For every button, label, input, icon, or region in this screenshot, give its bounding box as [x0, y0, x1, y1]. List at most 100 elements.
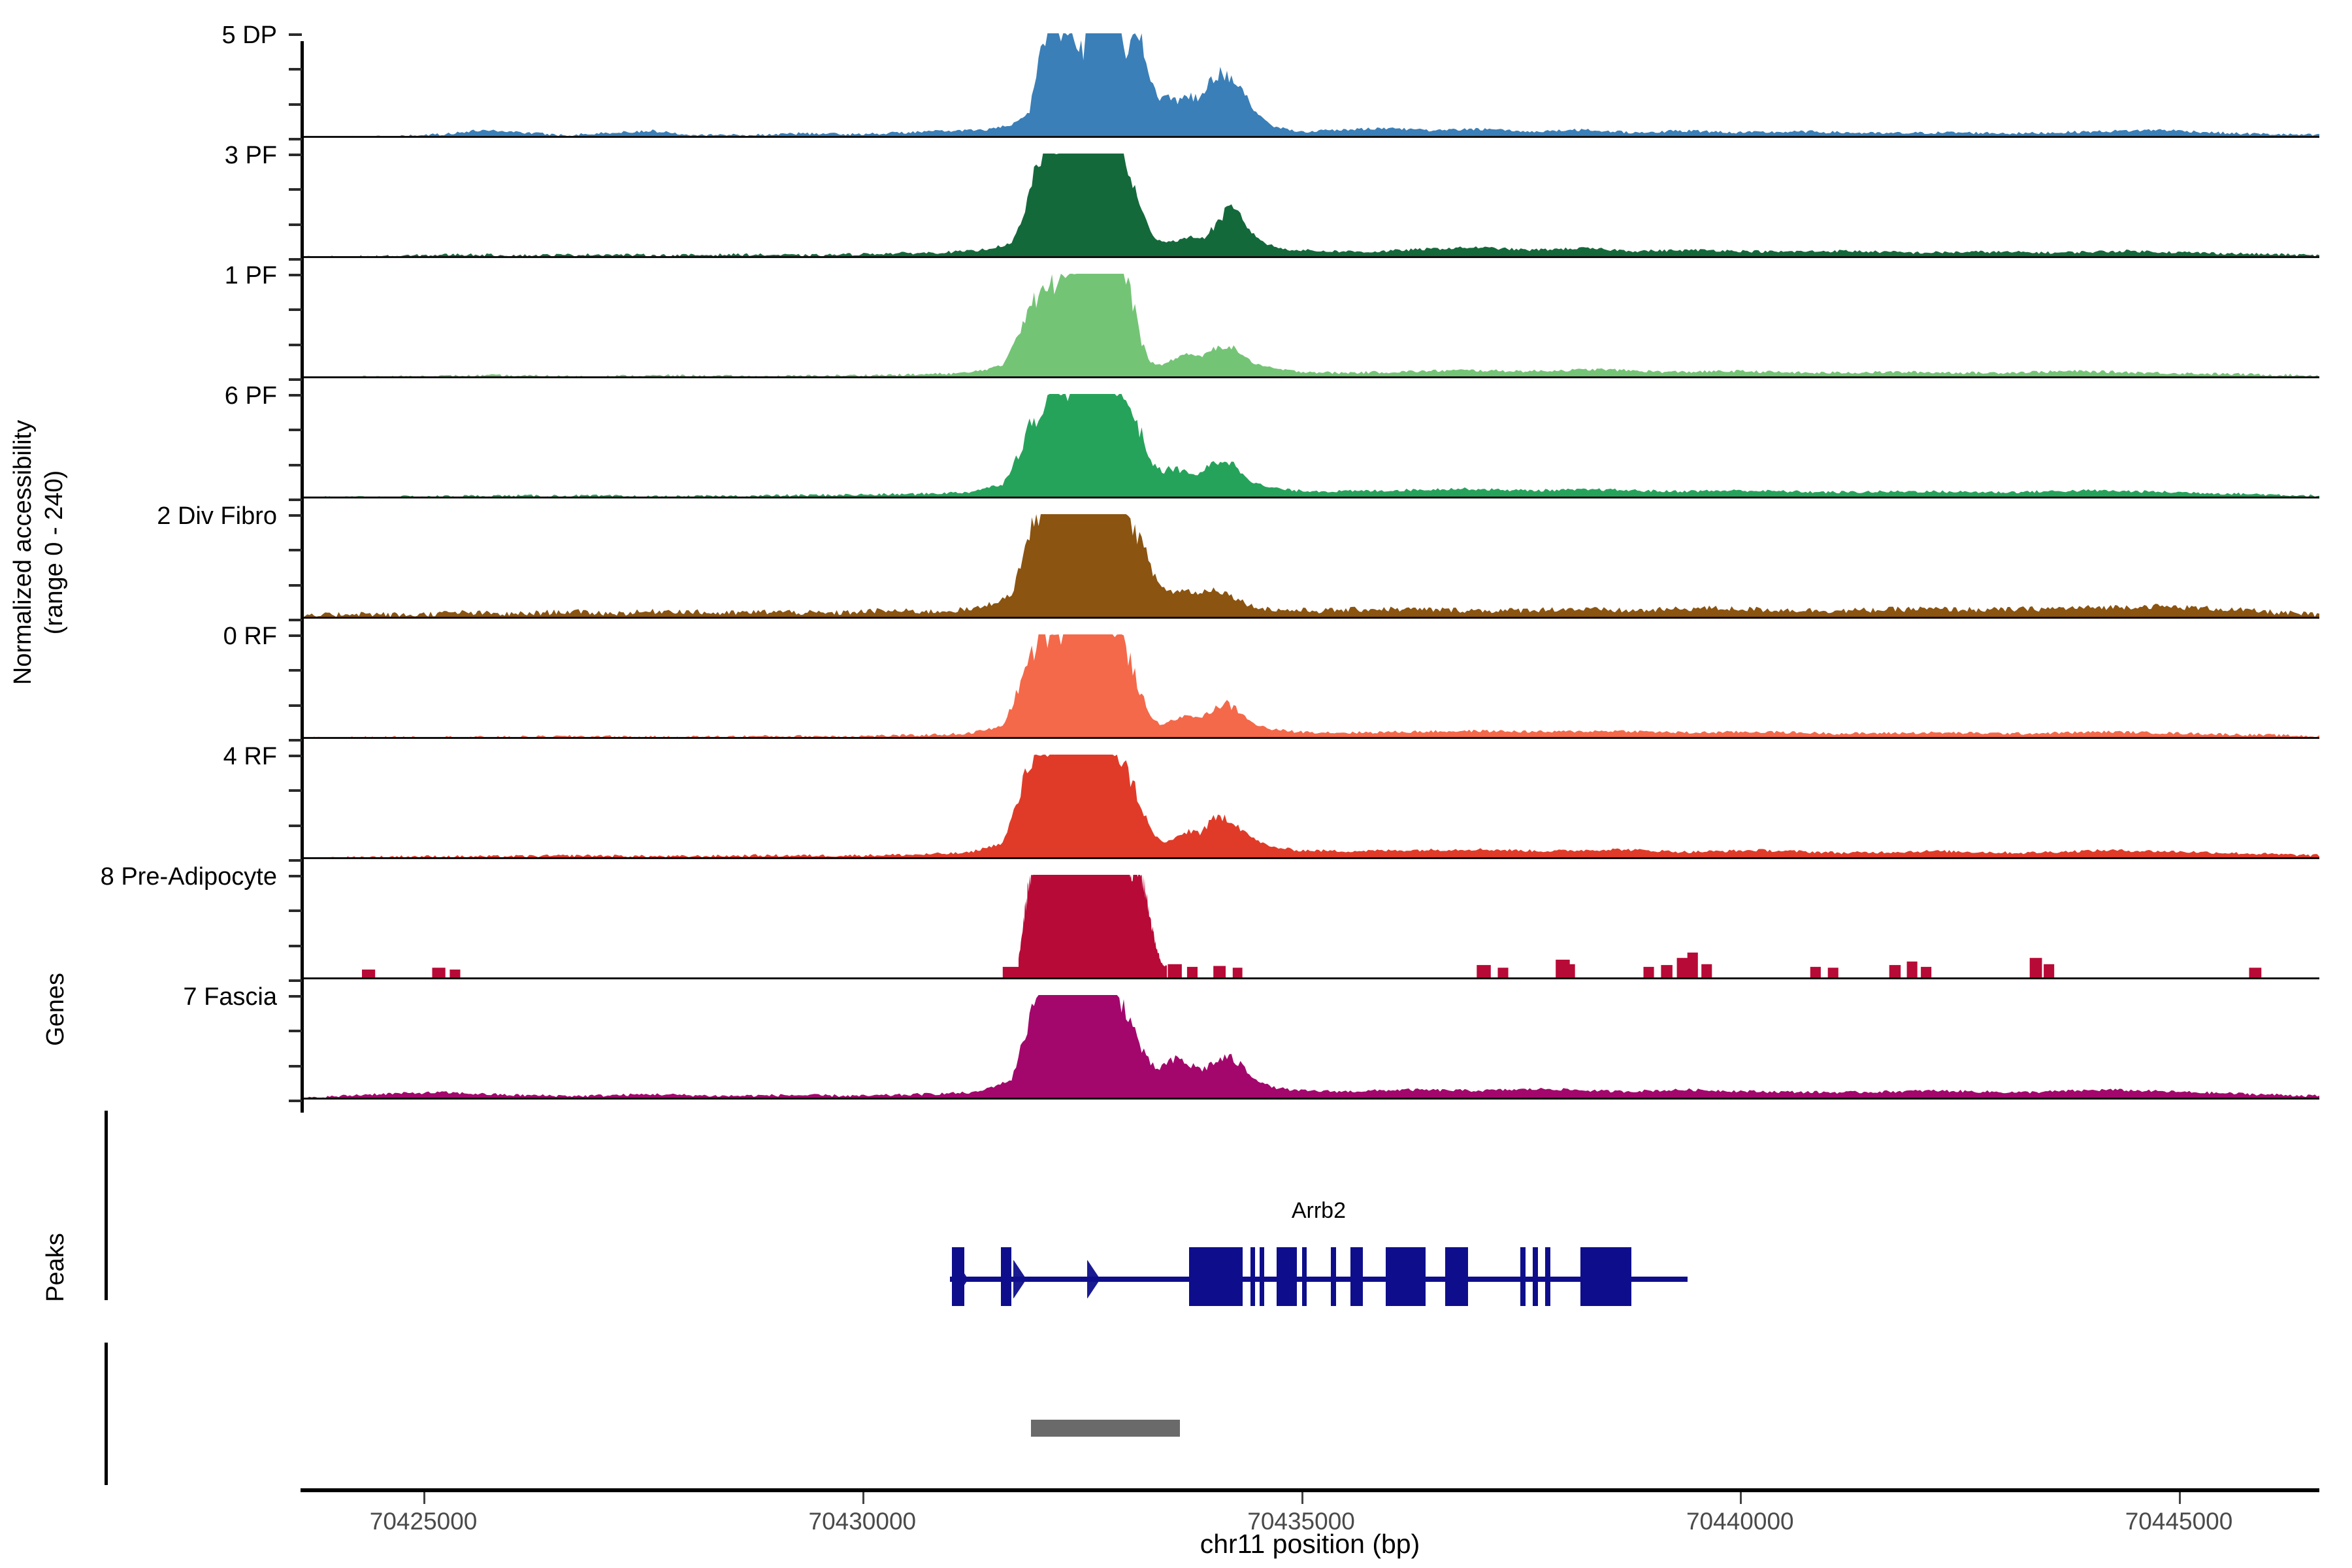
- gene-exon: [1188, 1247, 1243, 1306]
- genes-panel-label: Genes: [41, 973, 69, 1046]
- gene-exon: [1276, 1247, 1297, 1306]
- y-axis-tick: [289, 68, 302, 71]
- gene-exon: [1350, 1247, 1363, 1306]
- y-axis-tick: [289, 979, 302, 982]
- x-axis-tick: [1301, 1492, 1303, 1504]
- gene-exon: [1331, 1247, 1337, 1306]
- x-axis-tick: [2179, 1492, 2181, 1504]
- coverage-track-plot: [301, 154, 2319, 258]
- y-axis-tick: [289, 909, 302, 913]
- y-axis-tick: [289, 1100, 302, 1102]
- y-axis-tick: [289, 343, 302, 346]
- peaks-panel-label: Peaks: [41, 1233, 69, 1302]
- gene-exon: [1533, 1247, 1539, 1306]
- x-axis: 70425000 70430000 70435000 70440000 70445000: [301, 1488, 2319, 1567]
- y-axis-tick: [289, 634, 302, 637]
- gene-exon: [1260, 1247, 1265, 1306]
- coverage-signal: [301, 154, 2319, 258]
- coverage-track-baseline: [301, 737, 2319, 739]
- y-axis-tick: [289, 669, 302, 672]
- coverage-track-label: 1 PF: [224, 262, 277, 289]
- gene-name-label: Arrb2: [1291, 1198, 1346, 1223]
- gene-exon: [1580, 1247, 1631, 1306]
- y-axis-tick: [289, 755, 302, 757]
- coverage-track-plot: [301, 875, 2319, 979]
- y-axis-tick: [289, 394, 302, 397]
- y-axis-tick: [289, 789, 302, 792]
- coverage-signal: [301, 634, 2319, 739]
- x-axis-tick-label: 70435000: [1247, 1508, 1355, 1535]
- genes-panel-spine: [105, 1111, 108, 1300]
- coverage-track-label: 2 Div Fibro: [157, 502, 277, 530]
- y-axis-tick: [289, 739, 302, 742]
- coverage-track-baseline: [301, 136, 2319, 138]
- y-axis-tick: [289, 154, 302, 156]
- y-axis-tick: [289, 378, 302, 381]
- coverage-track-baseline: [301, 1098, 2319, 1100]
- gene-exon: [1385, 1247, 1426, 1306]
- y-axis-tick: [289, 103, 302, 106]
- y-axis-tick: [289, 274, 302, 276]
- coverage-track-plot: [301, 634, 2319, 739]
- y-axis-label-line2: (range 0 - 240): [41, 470, 68, 634]
- coverage-track-plot: [301, 514, 2319, 619]
- gene-exon: [1545, 1247, 1551, 1306]
- coverage-track-baseline: [301, 977, 2319, 979]
- coverage-track-plot: [301, 394, 2319, 498]
- gene-exon: [1520, 1247, 1526, 1306]
- y-axis-tick: [289, 704, 302, 707]
- y-axis-tick: [289, 223, 302, 226]
- x-axis-tick: [1740, 1492, 1742, 1504]
- y-axis-tick: [289, 549, 302, 552]
- y-axis-tick: [289, 859, 302, 862]
- y-axis-tick: [289, 995, 302, 998]
- coverage-track-label: 7 Fascia: [183, 983, 277, 1011]
- x-axis-title: chr11 position (bp): [1200, 1529, 1420, 1559]
- coverage-track-label: 6 PF: [224, 382, 277, 410]
- coverage-track-baseline: [301, 857, 2319, 859]
- coverage-track-baseline: [301, 497, 2319, 498]
- peaks-panel-spine: [105, 1343, 108, 1485]
- gene-strand-arrow-icon: [955, 1260, 969, 1299]
- y-axis-tick: [289, 429, 302, 432]
- gene-exon: [1001, 1247, 1012, 1306]
- gene-backbone: [950, 1277, 1688, 1282]
- y-axis-tick: [289, 258, 302, 261]
- coverage-signal: [301, 394, 2319, 498]
- y-axis-tick: [289, 619, 302, 621]
- gene-exon: [1445, 1247, 1468, 1306]
- coverage-track-label: 0 RF: [223, 623, 277, 650]
- x-axis-tick: [862, 1492, 864, 1504]
- coverage-track-plot: [301, 33, 2319, 138]
- y-axis-tick: [289, 875, 302, 877]
- coverage-track-baseline: [301, 617, 2319, 619]
- coverage-track-baseline: [301, 376, 2319, 378]
- x-axis-line: [301, 1488, 2319, 1492]
- coverage-track-plot: [301, 995, 2319, 1100]
- x-axis-tick-label: 70440000: [1686, 1508, 1794, 1535]
- genes-panel: Genes Arrb2: [42, 973, 2319, 1313]
- coverage-signal: [301, 33, 2319, 138]
- gene-strand-arrow-icon: [1086, 1260, 1100, 1299]
- x-axis-tick-label: 70425000: [369, 1508, 478, 1535]
- y-axis-tick: [289, 1064, 302, 1068]
- y-axis-tick: [289, 463, 302, 466]
- x-axis-tick-label: 70445000: [2125, 1508, 2233, 1535]
- y-axis-label-line1: Normalized accessibility: [9, 419, 37, 685]
- coverage-track-plot: [301, 274, 2319, 378]
- y-axis-tick: [289, 583, 302, 587]
- peak-region-bar: [1030, 1420, 1181, 1437]
- coverage-signal: [301, 995, 2319, 1100]
- peaks-panel: Peaks: [42, 1233, 2319, 1493]
- gene-exon: [1250, 1247, 1255, 1306]
- coverage-signal: [301, 274, 2319, 378]
- x-axis-tick: [423, 1492, 426, 1504]
- coverage-track-label: 4 RF: [223, 743, 277, 770]
- coverage-signal: [301, 755, 2319, 859]
- coverage-track-plot: [301, 755, 2319, 859]
- coverage-track-baseline: [301, 256, 2319, 258]
- y-axis-tick: [289, 308, 302, 312]
- y-axis-tick: [289, 188, 302, 191]
- coverage-track-label: 8 Pre-Adipocyte: [100, 863, 277, 890]
